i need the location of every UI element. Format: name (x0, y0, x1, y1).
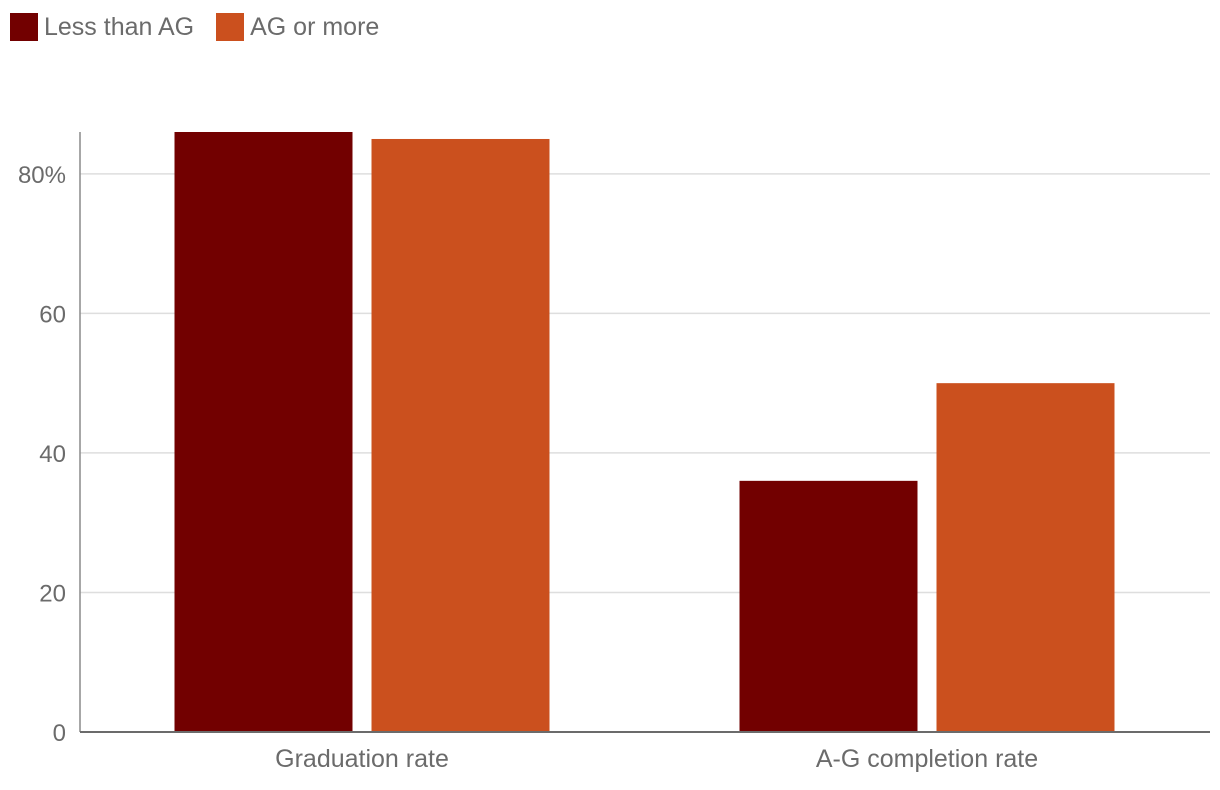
bar-graduation-rate-ag-or-more (371, 138, 550, 732)
y-tick-label-60: 60 (39, 301, 66, 328)
bar-a-g-completion-rate-ag-or-more (936, 383, 1115, 732)
legend-swatch-ag-or-more (216, 13, 245, 41)
x-category-label-1: A-G completion rate (816, 745, 1038, 773)
legend-swatch-less-than-ag (10, 13, 38, 41)
legend-item-ag-or-more: AG or more (216, 12, 379, 42)
legend-item-less-than-ag: Less than AG (10, 12, 194, 42)
bar-a-g-completion-rate-less-than-ag (739, 480, 918, 732)
bar-graduation-rate-less-than-ag (174, 132, 353, 732)
y-tick-label-0: 0 (53, 720, 66, 747)
y-tick-label-80: 80% (18, 162, 66, 189)
x-category-label-0: Graduation rate (275, 745, 449, 773)
legend-label-ag-or-more: AG or more (250, 13, 380, 41)
y-tick-label-20: 20 (39, 580, 66, 607)
y-tick-label-40: 40 (39, 441, 66, 468)
legend: Less than AG AG or more (10, 12, 401, 42)
legend-label-less-than-ag: Less than AG (44, 13, 195, 41)
